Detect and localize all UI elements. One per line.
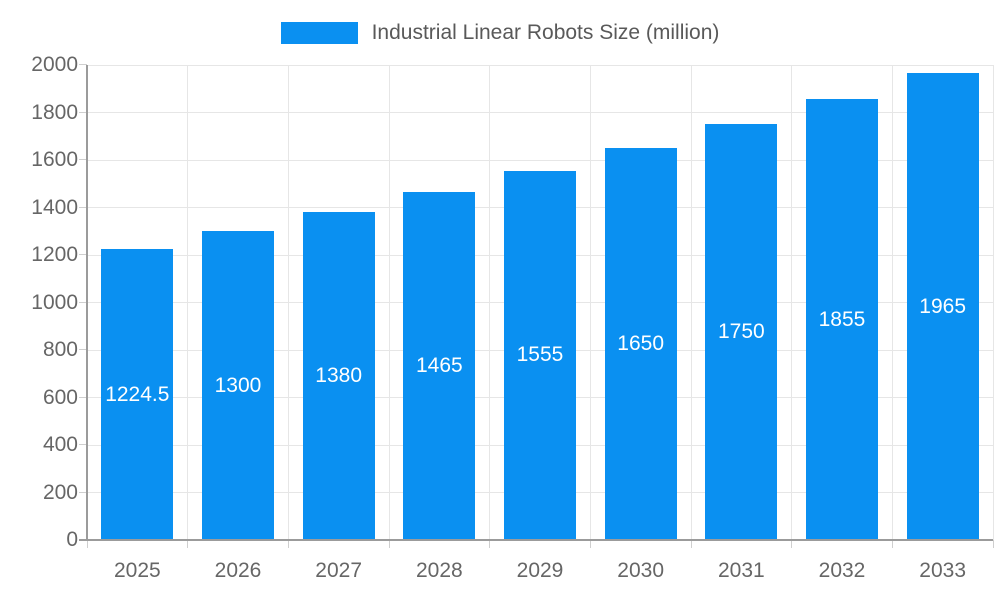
x-tick-label: 2026 [214, 559, 262, 582]
y-tick [79, 349, 87, 350]
y-tick [79, 254, 87, 255]
y-gridline [87, 112, 993, 113]
y-tick [79, 159, 87, 160]
bar[interactable] [705, 124, 778, 540]
y-tick [79, 64, 87, 65]
y-tick-label: 1200 [31, 243, 78, 266]
y-tick-label: 400 [42, 433, 78, 456]
x-gridline [791, 65, 793, 540]
x-tick [489, 540, 491, 548]
x-tick [187, 540, 189, 548]
x-gridline [187, 65, 189, 540]
x-tick-label: 2033 [919, 559, 967, 582]
x-gridline [690, 65, 692, 540]
x-tick [791, 540, 793, 548]
y-tick-label: 1400 [31, 195, 78, 219]
y-tick-label: 600 [42, 385, 78, 409]
x-tick-label: 2030 [617, 559, 665, 582]
x-gridline [992, 65, 994, 540]
bar[interactable] [604, 148, 677, 540]
y-tick-label: 0 [66, 528, 78, 551]
x-gridline [891, 65, 893, 540]
x-tick [589, 540, 591, 548]
x-tick [690, 540, 692, 548]
y-tick [79, 206, 87, 208]
y-tick [79, 491, 87, 493]
x-tick [388, 540, 390, 548]
x-tick-label: 2032 [818, 559, 866, 582]
x-gridline [489, 65, 491, 540]
legend-swatch [280, 22, 358, 44]
y-gridline [87, 64, 993, 66]
y-gridline [87, 159, 993, 161]
y-tick-label: 1600 [31, 148, 78, 171]
legend-label: Industrial Linear Robots Size (million) [371, 21, 720, 44]
y-tick-label: 200 [42, 480, 78, 504]
x-tick-label: 2028 [415, 559, 463, 582]
x-gridline [388, 65, 390, 540]
y-tick-label: 800 [42, 338, 78, 361]
bar[interactable] [906, 73, 979, 540]
x-tick [287, 540, 289, 548]
y-tick-label: 1000 [31, 290, 78, 314]
y-axis-line [86, 65, 88, 540]
x-axis-line [79, 539, 993, 541]
x-tick [891, 540, 893, 548]
legend: Industrial Linear Robots Size (million) [0, 21, 1000, 45]
bar[interactable] [101, 249, 174, 540]
y-tick [79, 301, 87, 303]
x-gridline [287, 65, 289, 540]
y-tick [79, 444, 87, 445]
y-tick-label: 2000 [31, 53, 78, 76]
bar[interactable] [202, 231, 274, 540]
bar[interactable] [504, 170, 576, 540]
y-tick [79, 396, 87, 398]
x-tick [86, 540, 88, 548]
legend-item[interactable]: Industrial Linear Robots Size (million) [280, 21, 720, 45]
bar[interactable] [403, 192, 476, 540]
x-tick-label: 2027 [315, 559, 363, 582]
x-gridline [589, 65, 591, 540]
y-tick [79, 111, 87, 113]
x-tick-label: 2031 [717, 559, 765, 582]
bar[interactable] [806, 99, 878, 540]
x-tick [992, 540, 994, 548]
bar[interactable] [302, 212, 375, 540]
x-tick-label: 2025 [113, 559, 161, 582]
y-tick-label: 1800 [31, 100, 78, 124]
x-tick-label: 2029 [516, 559, 564, 582]
